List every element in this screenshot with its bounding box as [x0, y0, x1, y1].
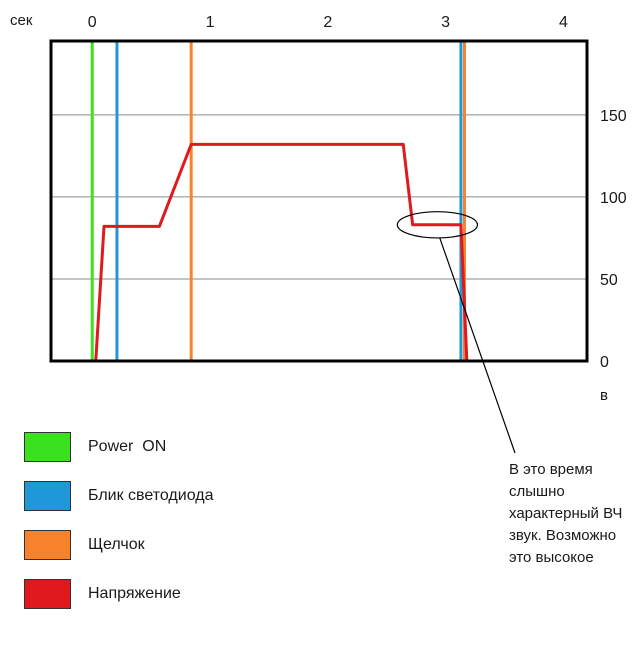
note-line: звук. Возможно — [509, 527, 617, 544]
x-unit-label: сек — [10, 12, 33, 29]
y-tick-label: 100 — [600, 190, 627, 207]
voltage-line-layer — [94, 142, 469, 362]
legend-swatch — [24, 579, 71, 609]
x-tick-label: 0 — [88, 14, 97, 31]
legend-swatch — [24, 530, 71, 560]
legend-label: Напряжение — [88, 585, 181, 602]
event-lines — [90, 42, 466, 361]
plot-frame — [49, 39, 589, 363]
pointer-line — [439, 237, 516, 454]
legend-label: Power ON — [88, 438, 167, 455]
legend-item-led-flash: Блик светодиода — [24, 480, 213, 512]
y-unit-label: в — [600, 387, 608, 404]
y-tick-label: 150 — [600, 108, 627, 125]
note-line: слышно — [509, 483, 565, 500]
legend-item-click: Щелчок — [24, 529, 213, 561]
highlight-ellipse — [396, 211, 479, 239]
y-tick-label: 0 — [600, 354, 609, 371]
x-tick-label: 4 — [559, 14, 568, 31]
x-tick-label: 2 — [323, 14, 332, 31]
note-line: это высокое — [509, 549, 594, 566]
legend-label: Блик светодиода — [88, 487, 214, 504]
voltage-line — [94, 142, 469, 362]
y-tick-labels: 0 50 100 150 — [600, 108, 627, 371]
annotations — [396, 211, 516, 454]
x-tick-labels: 0 1 2 3 4 — [88, 14, 568, 31]
legend-swatch — [24, 481, 71, 511]
grid-lines — [51, 114, 587, 280]
annotation-note: В это время слышно характерный ВЧ звук. … — [509, 459, 639, 569]
x-tick-label: 1 — [206, 14, 215, 31]
note-line: В это время — [509, 461, 593, 478]
legend-item-voltage: Напряжение — [24, 578, 213, 610]
note-line: характерный ВЧ — [509, 505, 623, 522]
y-tick-label: 50 — [600, 272, 618, 289]
x-tick-label: 3 — [441, 14, 450, 31]
legend-item-power-on: Power ON — [24, 431, 213, 463]
legend: Power ON Блик светодиода Щелчок Напряжен… — [24, 431, 213, 627]
legend-label: Щелчок — [88, 536, 145, 553]
legend-swatch — [24, 432, 71, 462]
